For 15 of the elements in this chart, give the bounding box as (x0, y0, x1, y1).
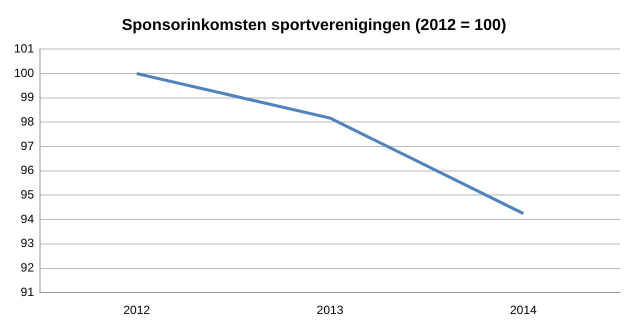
y-tick-label: 100 (14, 66, 34, 80)
x-tick-label: 2012 (123, 303, 150, 318)
chart-title: Sponsorinkomsten sportverenigingen (2012 = 100) (122, 17, 506, 34)
y-tick-label: 92 (20, 260, 34, 275)
y-tick-label: 94 (20, 212, 34, 226)
y-tick-label: 101 (14, 42, 34, 56)
y-tick-label: 91 (20, 284, 34, 299)
y-tick-label: 97 (20, 138, 34, 153)
y-tick-label: 96 (20, 163, 34, 178)
y-tick-label: 93 (20, 236, 34, 250)
y-tick-label: 95 (20, 188, 34, 202)
x-tick-label: 2014 (510, 303, 538, 318)
y-tick-label: 99 (20, 90, 34, 104)
x-tick-label: 2013 (316, 303, 344, 318)
y-tick-label: 98 (20, 114, 34, 129)
